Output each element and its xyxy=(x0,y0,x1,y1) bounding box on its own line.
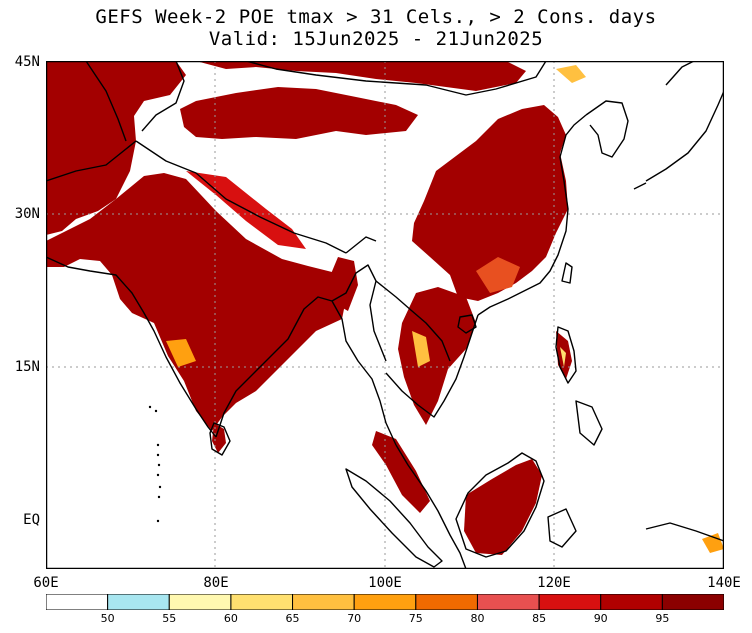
map-title-line1: GEFS Week-2 POE tmax > 31 Cels., > 2 Con… xyxy=(95,6,657,28)
fringe-deccan xyxy=(166,339,196,367)
graticule xyxy=(46,61,724,569)
colorbar-tick-label: 70 xyxy=(347,612,362,625)
map-title-line2: Valid: 15Jun2025 - 21Jun2025 xyxy=(208,28,544,50)
coastline-arabian-sea xyxy=(46,256,217,438)
border-myanmar xyxy=(331,264,387,362)
border-mongolia xyxy=(245,61,547,96)
coastline-japan xyxy=(633,61,724,190)
map-frame xyxy=(46,61,724,569)
colorbar-tick-label: 55 xyxy=(162,612,177,625)
heat-region-central-asia xyxy=(46,61,186,235)
colorbar-tick-label: 90 xyxy=(593,612,608,625)
heat-region-myanmar xyxy=(328,257,358,311)
coastline-sri-lanka xyxy=(209,422,231,456)
lat-label-45n: 45N xyxy=(14,54,40,70)
colorbar-swatch xyxy=(107,594,170,610)
colorbar-swatch xyxy=(476,594,540,610)
lon-label-140e: 140E xyxy=(707,575,741,591)
coastline-bay-of-bengal xyxy=(215,296,397,446)
coastline-sumatra xyxy=(345,468,443,568)
heat-region-india xyxy=(46,173,346,431)
colorbar-swatch xyxy=(168,594,232,610)
lon-label-60e: 60E xyxy=(33,575,59,591)
lat-label-eq: EQ xyxy=(23,512,40,528)
probability-fill-layer xyxy=(46,61,572,555)
border-himalaya xyxy=(135,140,347,254)
coastline-hainan xyxy=(457,314,477,334)
heat-region-borneo xyxy=(464,459,542,555)
coastline-gulf-of-thailand xyxy=(385,314,479,418)
probability-map xyxy=(46,61,724,569)
fringe-png xyxy=(702,533,724,553)
colorbar-tick-label: 75 xyxy=(408,612,423,625)
colorbar-tick-label: 95 xyxy=(655,612,670,625)
colorbar-swatch xyxy=(600,594,663,610)
heat-region-indochina xyxy=(398,287,476,425)
coastline-indochina xyxy=(395,444,467,569)
fringe-japan-coast xyxy=(556,65,586,83)
lon-label-100e: 100E xyxy=(368,575,402,591)
heat-region-east-china xyxy=(412,105,568,301)
colorbar-swatch xyxy=(415,594,478,610)
colorbar-tick-label: 85 xyxy=(532,612,547,625)
colorbar-swatch xyxy=(230,594,294,610)
coastline-png xyxy=(645,522,724,542)
border-central-asia xyxy=(46,61,137,182)
small-islands xyxy=(148,405,162,523)
colorbar xyxy=(46,594,724,610)
coastline-philippines xyxy=(555,326,603,446)
coastlines-and-borders xyxy=(46,61,724,569)
colorbar-tick-label: 50 xyxy=(100,612,115,625)
colorbar-tick-label: 65 xyxy=(285,612,300,625)
border-tibet-china xyxy=(141,61,377,254)
colorbar-swatch xyxy=(292,594,355,610)
colorbar-tick-label: 60 xyxy=(223,612,238,625)
colorbar-swatches xyxy=(46,594,724,610)
colorbar-tick-label: 80 xyxy=(470,612,485,625)
heat-region-tarim xyxy=(180,87,418,139)
lat-label-30n: 30N xyxy=(14,206,40,222)
border-indochina xyxy=(375,280,451,362)
coastline-taiwan xyxy=(561,262,573,284)
coastline-borneo xyxy=(455,452,545,558)
lon-label-120e: 120E xyxy=(537,575,571,591)
fringe-philippines xyxy=(560,347,566,367)
heat-region-north-china xyxy=(196,61,526,91)
heat-region-malay xyxy=(372,431,430,513)
coastline-sulawesi xyxy=(547,508,577,548)
lat-label-15n: 15N xyxy=(14,359,40,375)
lon-label-80e: 80E xyxy=(203,575,229,591)
fringe-east-china xyxy=(476,257,520,293)
colorbar-swatch xyxy=(46,594,109,610)
coastline-south-china xyxy=(477,114,587,316)
colorbar-swatch xyxy=(661,594,724,610)
fringe-indochina xyxy=(412,331,430,367)
colorbar-swatch xyxy=(538,594,602,610)
coastline-korea xyxy=(585,100,629,158)
colorbar-swatch xyxy=(353,594,417,610)
